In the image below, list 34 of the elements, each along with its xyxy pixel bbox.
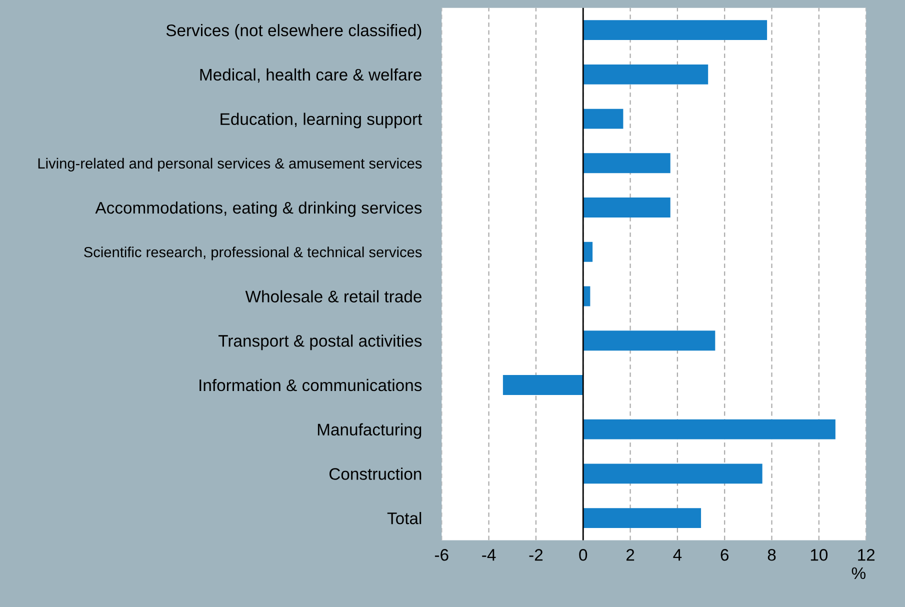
y-tick-label: Accommodations, eating & drinking services (95, 201, 422, 218)
x-tick-label: 10 (810, 549, 828, 561)
bar (583, 108, 624, 129)
bar (583, 198, 670, 218)
x-tick-label: 4 (673, 549, 682, 561)
y-tick-label: Wholesale & retail trade (245, 290, 422, 302)
y-tick-label: Information & communications (200, 378, 422, 392)
y-tick-label: Education, learning support (220, 112, 422, 128)
bar (583, 419, 836, 440)
y-tick-label: Transport & postal activities (218, 334, 422, 350)
x-tick-label: -4 (482, 549, 496, 561)
bar (583, 242, 593, 262)
x-tick-label: 6 (720, 549, 729, 561)
bar (583, 508, 702, 528)
x-tick-label: -6 (434, 549, 448, 561)
x-tick-label: -2 (529, 549, 543, 561)
y-tick-label: Total (387, 512, 422, 524)
y-tick-label: Living-related and personal services & amusement services (38, 158, 422, 172)
y-tick-label: Scientific research, professional & technical services (84, 246, 422, 260)
x-tick-label: 12 (858, 549, 875, 561)
bar (583, 153, 670, 174)
y-tick-label: Services (not elsewhere classified) (166, 24, 422, 40)
x-tick-label: 0 (579, 549, 588, 561)
bar (583, 330, 716, 351)
bar (583, 64, 708, 84)
bar (583, 20, 768, 40)
bar (583, 464, 762, 484)
y-tick-label: Medical, health care & welfare (200, 68, 422, 83)
x-tick-label: 8 (768, 549, 776, 561)
y-tick-label: Construction (329, 468, 422, 480)
y-tick-label: Manufacturing (318, 423, 422, 439)
x-axis-title: % (852, 567, 866, 580)
bar (502, 374, 584, 395)
x-tick-label: 2 (626, 549, 634, 561)
